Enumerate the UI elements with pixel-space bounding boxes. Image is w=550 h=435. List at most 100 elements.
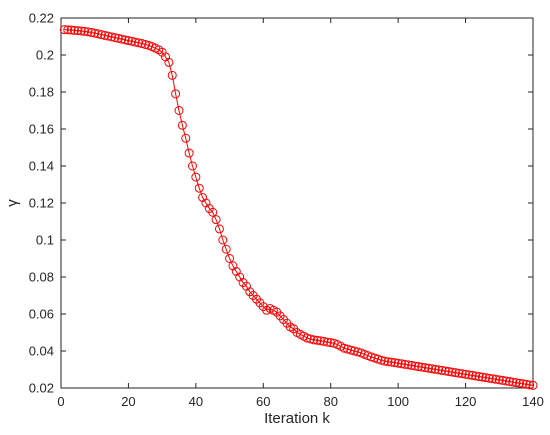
data-point (103, 31, 113, 41)
data-point (177, 120, 187, 130)
data-point (515, 378, 525, 388)
data-point (218, 235, 228, 245)
data-point (137, 39, 147, 49)
data-point (498, 375, 508, 385)
series-layer (59, 25, 538, 390)
data-point (504, 377, 514, 387)
data-point (423, 363, 433, 373)
data-point (312, 335, 322, 345)
y-tick-label: 0.12 (29, 196, 54, 211)
data-point (467, 370, 477, 380)
data-point (221, 244, 231, 254)
tick-marks (60, 17, 534, 389)
data-point (309, 335, 319, 345)
y-tick-label: 0.14 (29, 159, 54, 174)
data-point (457, 369, 467, 379)
data-point (393, 358, 403, 368)
data-point (214, 224, 224, 234)
y-axis-label: γ (4, 199, 21, 207)
data-point (225, 254, 235, 263)
data-point (117, 34, 127, 44)
x-tick-label: 100 (387, 394, 409, 409)
data-point (383, 357, 393, 367)
data-point (181, 133, 191, 143)
y-tick-label: 0.08 (29, 270, 54, 285)
data-point (140, 39, 150, 49)
data-point (407, 360, 417, 370)
x-tick-label: 60 (256, 394, 270, 409)
data-point (464, 370, 474, 380)
data-point (90, 28, 100, 38)
data-point (100, 30, 110, 40)
data-point (93, 29, 103, 39)
data-point (353, 347, 363, 357)
data-point (397, 359, 407, 369)
data-point (208, 207, 218, 217)
data-point (494, 375, 504, 385)
data-point (66, 25, 76, 35)
data-point (525, 380, 535, 390)
data-point (96, 30, 106, 40)
data-point (167, 70, 177, 80)
data-point (134, 38, 144, 48)
data-point (434, 365, 444, 375)
y-tick-labels: 0.02 0.04 0.06 0.08 0.1 0.12 0.14 0.16 0.18 0.2 0.… (29, 11, 54, 396)
data-point (110, 33, 120, 43)
x-axis-label: Iteration k (264, 410, 330, 427)
data-point (191, 172, 201, 182)
data-point (123, 36, 133, 46)
x-tick-label: 120 (455, 394, 477, 409)
data-point (127, 36, 137, 46)
y-tick-label: 0.22 (29, 11, 54, 26)
data-point (157, 47, 167, 57)
data-point (380, 356, 390, 366)
data-point (184, 148, 194, 158)
data-point (403, 360, 413, 370)
data-point (386, 357, 396, 367)
data-point (164, 57, 174, 67)
data-point (454, 368, 464, 378)
data-point (420, 363, 430, 373)
data-point (528, 380, 538, 390)
data-point (471, 371, 481, 381)
data-point (120, 35, 130, 45)
data-point (174, 106, 184, 115)
data-point (339, 343, 349, 353)
y-tick-label: 0.1 (36, 233, 54, 248)
series-markers (59, 25, 538, 390)
data-point (501, 376, 511, 386)
data-point (488, 374, 498, 384)
data-point (349, 346, 359, 356)
data-point (326, 338, 336, 348)
x-tick-label: 0 (57, 394, 64, 409)
data-point (440, 366, 450, 376)
y-tick-label: 0.04 (29, 344, 54, 359)
data-point (447, 367, 457, 377)
data-point (171, 89, 181, 99)
x-tick-labels: 0 20 40 60 80 100 120 140 (57, 394, 543, 409)
data-point (194, 183, 204, 193)
data-point (80, 26, 90, 36)
data-point (73, 26, 83, 36)
data-point (76, 26, 86, 36)
data-point (319, 336, 329, 346)
data-point (187, 161, 197, 171)
data-point (316, 336, 326, 346)
data-point (430, 364, 440, 374)
data-point (427, 364, 437, 374)
data-point (518, 379, 528, 389)
data-point (211, 215, 221, 225)
data-point (521, 379, 531, 389)
data-point (59, 25, 69, 35)
data-point (484, 373, 494, 383)
data-point (376, 355, 386, 365)
data-point (481, 373, 491, 383)
x-tick-label: 80 (323, 394, 337, 409)
data-point (86, 27, 96, 37)
data-point (343, 344, 353, 354)
data-point (477, 372, 487, 382)
data-point (322, 337, 332, 347)
